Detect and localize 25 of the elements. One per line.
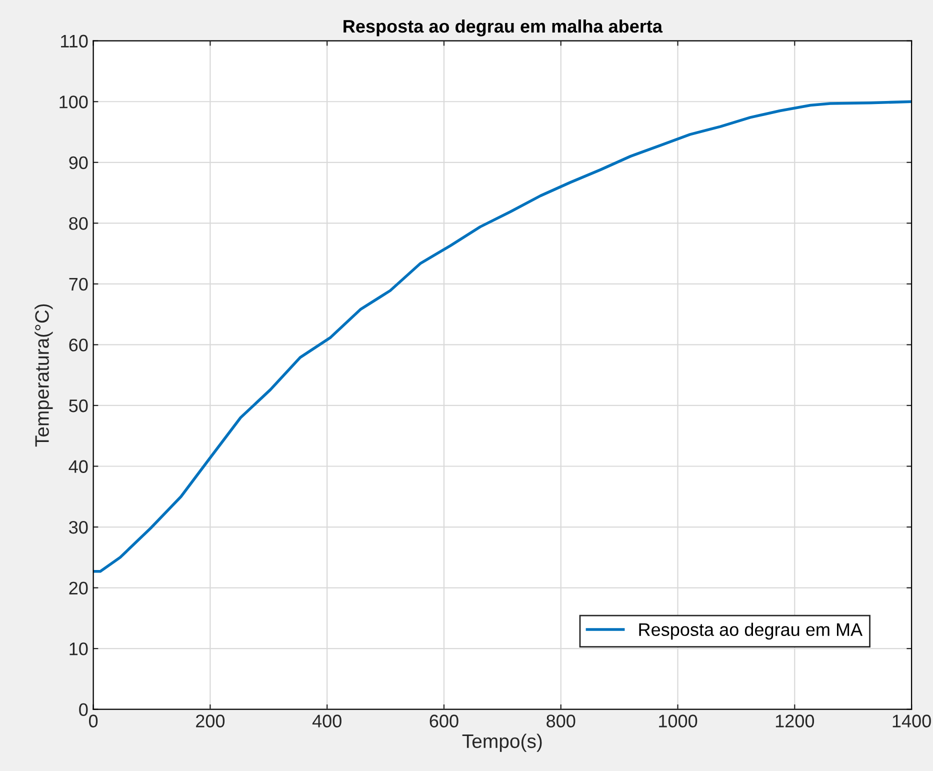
y-tick-label: 20	[69, 582, 88, 594]
y-tick-label: 10	[70, 642, 88, 656]
y-tick-label: 50	[69, 399, 88, 412]
x-tick-label: 1000	[659, 714, 698, 728]
y-tick-label: 30	[69, 520, 88, 534]
chart-title: Resposta ao degrau em malha aberta	[344, 19, 663, 36]
y-tick-label: 0	[79, 703, 88, 716]
x-tick-label: 800	[546, 714, 576, 728]
y-axis-title: Temperatura(°C)	[34, 304, 53, 447]
x-axis-title: Tempo(s)	[462, 734, 542, 752]
y-tick-label: 110	[61, 34, 88, 48]
x-tick-label: 1200	[776, 714, 814, 728]
y-tick-label: 90	[69, 156, 88, 170]
y-tick-label: 100	[60, 96, 88, 108]
y-tick-label: 40	[68, 460, 88, 473]
x-tick-label: 200	[196, 714, 225, 728]
legend-label: Resposta ao degrau em MA	[639, 622, 863, 640]
y-tick-label: 60	[69, 338, 88, 352]
x-tick-label: 1400	[892, 714, 931, 728]
x-tick-label: 400	[312, 714, 342, 728]
y-tick-label: 80	[69, 217, 88, 230]
line-series	[93, 100, 912, 573]
y-tick-label: 70	[69, 278, 88, 291]
x-tick-label: 0	[88, 714, 98, 728]
x-tick-label: 600	[430, 714, 458, 728]
